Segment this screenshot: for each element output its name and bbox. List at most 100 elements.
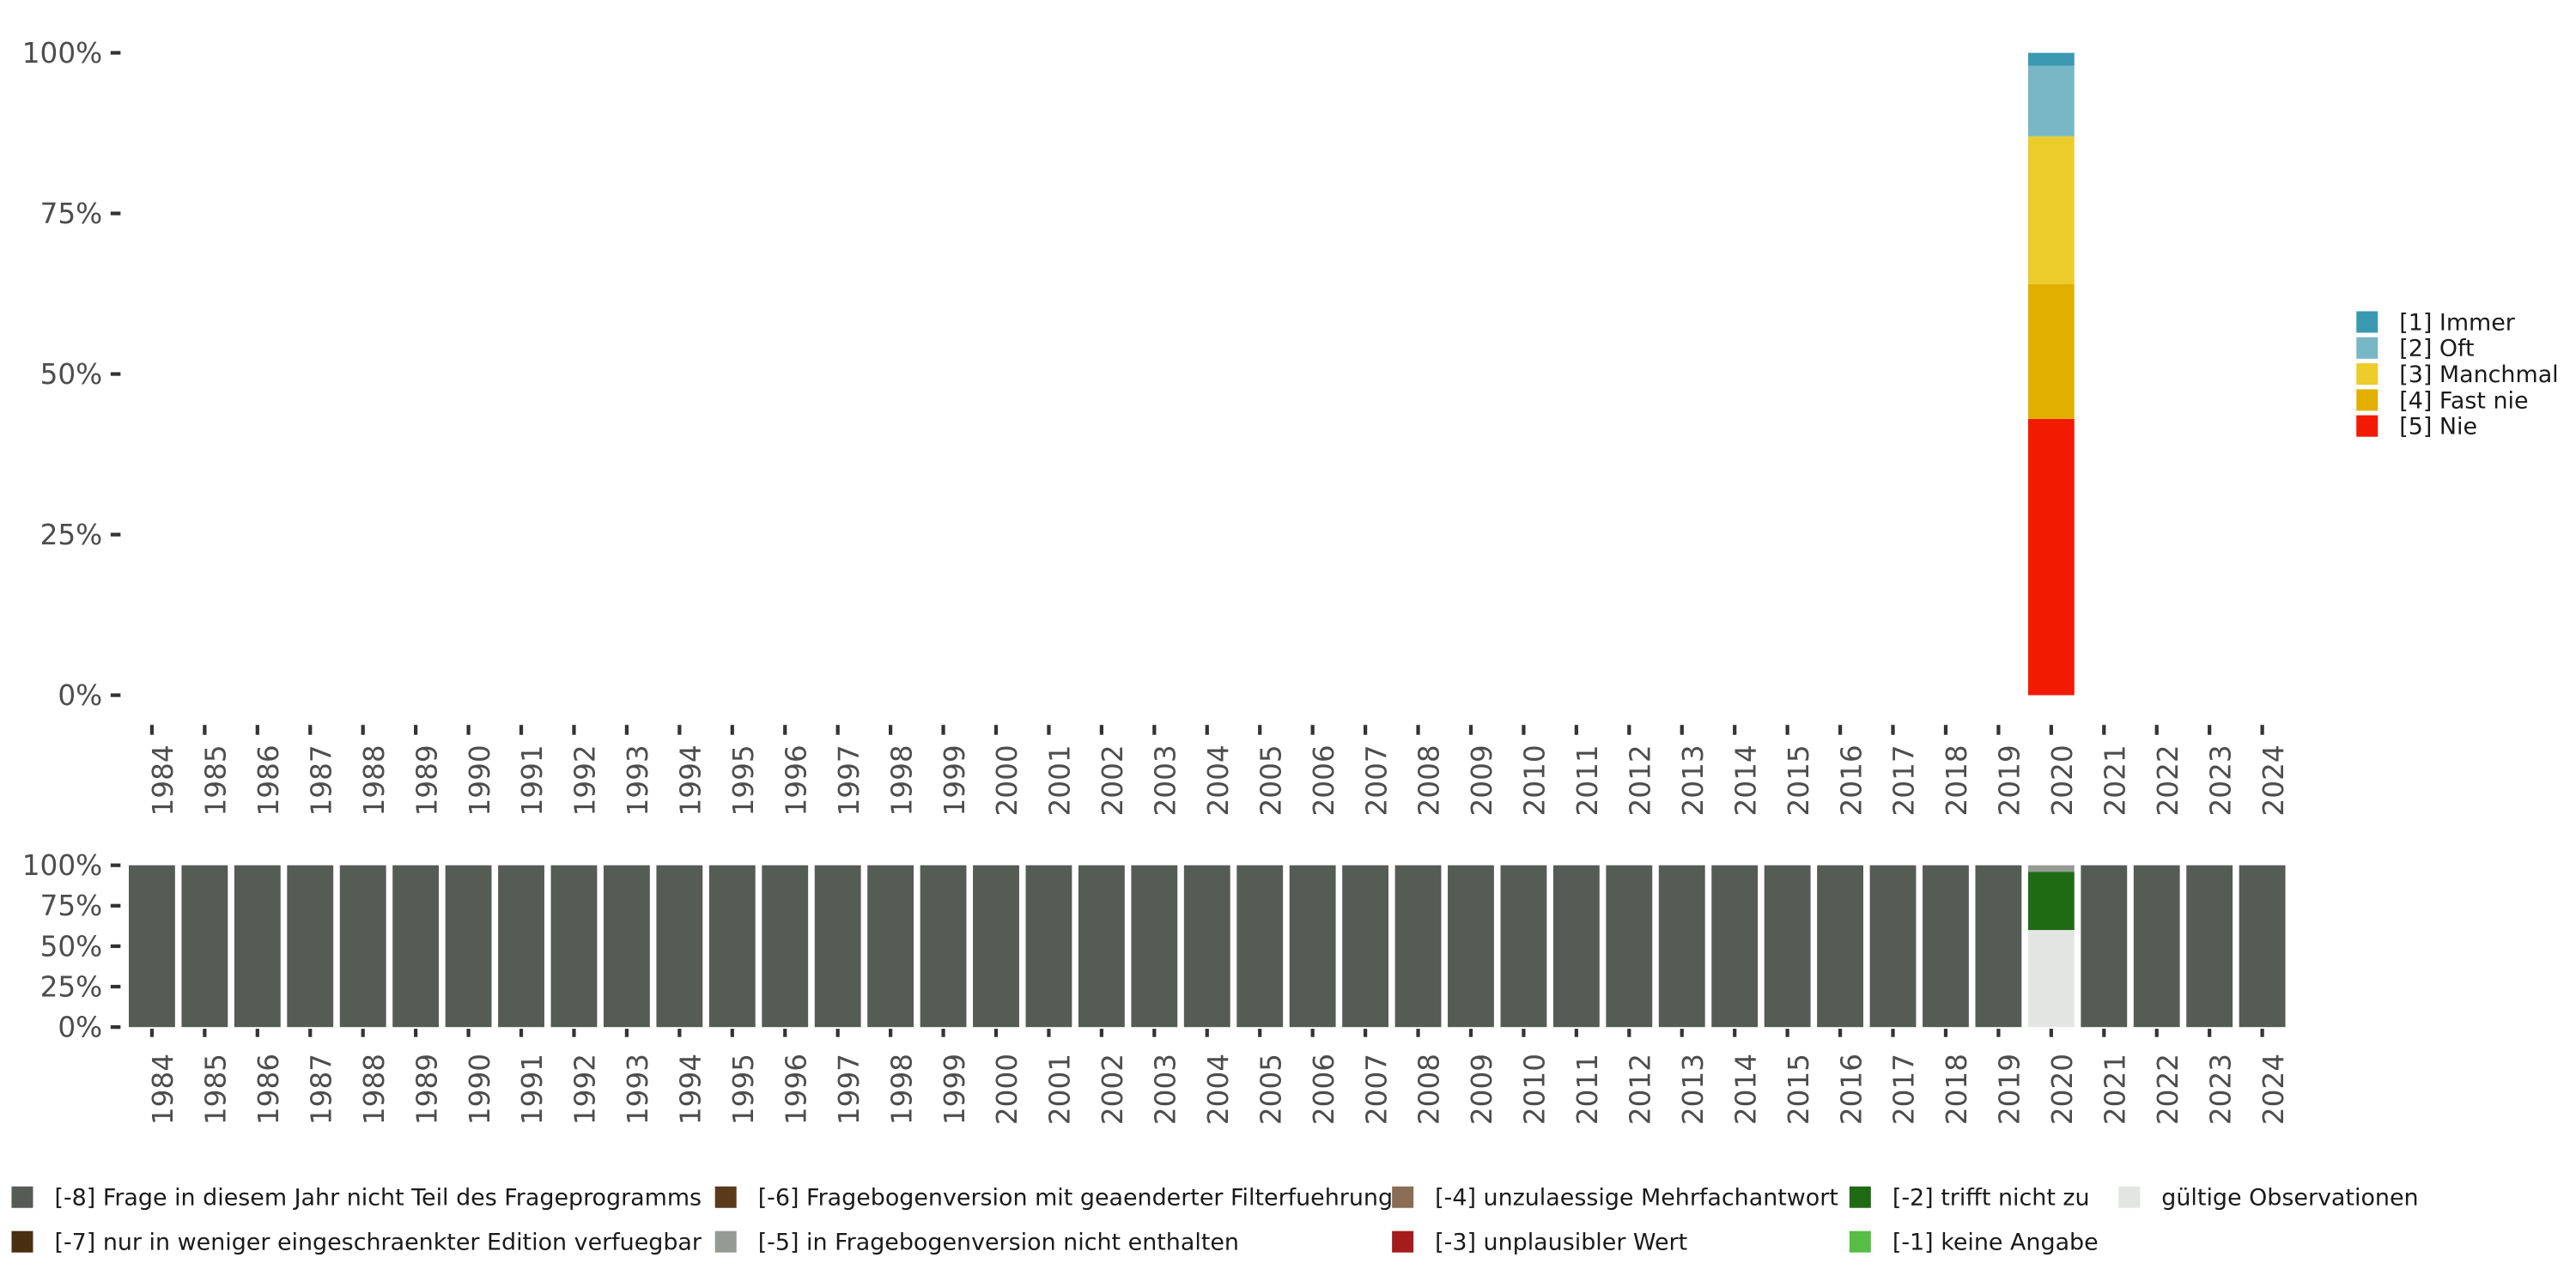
bottom-y-tick-label-25: 25% xyxy=(40,970,103,1003)
bottom-x-tick-label-2010: 2010 xyxy=(1519,1054,1552,1125)
top-bars xyxy=(2027,52,2075,696)
bottom-bar-2001-series-0 xyxy=(1025,865,1072,1028)
bottom-x-tick-label-2015: 2015 xyxy=(1783,1054,1815,1125)
bottom-x-tick-label-1991: 1991 xyxy=(516,1054,549,1125)
bottom-bar-1985-series-0 xyxy=(181,865,228,1028)
bottom-bar-1991-series-0 xyxy=(498,865,544,1028)
bottom-legend-label-6: [-2] trifft nicht zu xyxy=(1893,1185,2090,1212)
bottom-bar-2020-series-8 xyxy=(2027,930,2075,1028)
bottom-legend-key-0 xyxy=(11,1186,33,1208)
bottom-bar-1984-series-0 xyxy=(129,865,175,1028)
bottom-legend-key-6 xyxy=(1849,1186,1871,1208)
top-x-tick-label-2023: 2023 xyxy=(2204,744,2237,816)
top-x-tick-label-2019: 2019 xyxy=(1994,744,2026,816)
top-x-tick-label-2007: 2007 xyxy=(1360,744,1393,816)
bottom-legend-item-6: [-2] trifft nicht zu xyxy=(1849,1185,2090,1212)
response-distribution-chart: 0%25%50%75%100%1984 1985 1986 1987 1988 1989 1… xyxy=(22,37,2559,817)
bottom-bar-2019-series-0 xyxy=(1975,865,2022,1028)
bottom-x-tick-label-2001: 2001 xyxy=(1044,1054,1077,1125)
bottom-x-tick-label-2009: 2009 xyxy=(1466,1054,1498,1125)
top-x-tick-label-2006: 2006 xyxy=(1308,744,1340,816)
top-x-tick-label-1991: 1991 xyxy=(516,744,549,816)
bottom-bar-1987-series-0 xyxy=(287,865,334,1028)
bottom-bar-2020-series-3 xyxy=(2027,865,2075,872)
bottom-bar-2015-series-0 xyxy=(1764,865,1811,1028)
top-x-tick-label-2008: 2008 xyxy=(1413,744,1446,816)
bottom-x-tick-label-1996: 1996 xyxy=(780,1054,812,1125)
top-x-tick-label-2018: 2018 xyxy=(1941,744,1973,816)
top-x-tick-label-1990: 1990 xyxy=(464,744,496,816)
bottom-legend-item-3: [-5] in Fragebogenversion nicht enthalte… xyxy=(714,1230,1239,1256)
top-x-tick-label-2014: 2014 xyxy=(1729,744,1762,816)
bottom-legend-item-2: [-6] Fragebogenversion mit geaenderter F… xyxy=(714,1185,1393,1212)
bottom-legend-label-4: [-4] unzulaessige Mehrfachantwort xyxy=(1435,1185,1838,1212)
bottom-legend-item-7: [-1] keine Angabe xyxy=(1849,1230,2099,1256)
bottom-x-tick-label-2006: 2006 xyxy=(1308,1054,1340,1125)
bottom-y-tick-label-100: 100% xyxy=(22,849,102,882)
bottom-legend-key-5 xyxy=(1392,1230,1414,1253)
bottom-y-tick-label-50: 50% xyxy=(40,930,103,963)
top-x-tick-label-1984: 1984 xyxy=(147,744,179,816)
bottom-legend-item-1: [-7] nur in weniger eingeschraenkter Edi… xyxy=(11,1230,702,1256)
bottom-legend-item-4: [-4] unzulaessige Mehrfachantwort xyxy=(1392,1185,1838,1212)
top-legend-item-3: [4] Fast nie xyxy=(2356,387,2529,414)
bottom-x-tick-label-2018: 2018 xyxy=(1941,1054,1973,1125)
bottom-bar-2012-series-0 xyxy=(1606,865,1653,1028)
bottom-legend-label-8: gültige Observationen xyxy=(2161,1185,2418,1212)
bottom-bar-1999-series-0 xyxy=(920,865,967,1028)
bottom-x-tick-label-2004: 2004 xyxy=(1202,1054,1235,1125)
bottom-y-tick-label-75: 75% xyxy=(40,890,103,922)
bottom-bars xyxy=(129,865,2286,1028)
top-bar-2020-series-3 xyxy=(2027,283,2075,419)
bottom-legend-item-5: [-3] unplausibler Wert xyxy=(1392,1230,1687,1256)
top-x-tick-label-2009: 2009 xyxy=(1466,744,1498,816)
bottom-bar-2003-series-0 xyxy=(1131,865,1178,1028)
top-x-tick-label-2016: 2016 xyxy=(1835,744,1868,816)
top-x-tick-label-2013: 2013 xyxy=(1677,744,1710,816)
bottom-x-tick-label-2005: 2005 xyxy=(1255,1054,1287,1125)
bottom-y-axis: 0% 25% 50% 75% 100% xyxy=(22,849,121,1044)
bottom-legend-key-2 xyxy=(714,1186,737,1208)
bottom-legend-item-8: gültige Observationen xyxy=(2118,1185,2419,1212)
bottom-bar-2011-series-0 xyxy=(1552,865,1600,1028)
bottom-bar-2022-series-0 xyxy=(2133,865,2180,1028)
bottom-legend-label-3: [-5] in Fragebogenversion nicht enthalte… xyxy=(758,1230,1239,1256)
top-bar-2020-series-1 xyxy=(2027,65,2075,137)
bottom-x-axis: 1984 1985 1986 1987 1988 1989 1990 1991 1992 1993… xyxy=(147,1029,2290,1125)
bottom-legend-key-3 xyxy=(714,1230,737,1253)
top-bar-2020-series-4 xyxy=(2027,418,2075,696)
bottom-bar-2010-series-0 xyxy=(1500,865,1547,1028)
bottom-bar-1986-series-0 xyxy=(234,865,281,1028)
bottom-y-tick-label-0: 0% xyxy=(58,1012,102,1044)
bottom-x-tick-label-1988: 1988 xyxy=(358,1054,391,1125)
bottom-x-tick-label-2022: 2022 xyxy=(2152,1054,2184,1125)
bottom-bar-1996-series-0 xyxy=(762,865,809,1028)
bottom-bar-2017-series-0 xyxy=(1869,865,1917,1028)
bottom-bar-2004-series-0 xyxy=(1183,865,1230,1028)
top-x-tick-label-2022: 2022 xyxy=(2152,744,2184,816)
top-x-axis: 1984 1985 1986 1987 1988 1989 1990 1991 1992 1993… xyxy=(147,725,2290,816)
bottom-bar-2016-series-0 xyxy=(1817,865,1863,1028)
bottom-x-tick-label-2003: 2003 xyxy=(1150,1054,1182,1125)
top-x-tick-label-1995: 1995 xyxy=(727,744,760,816)
top-legend-label-4: [5] Nie xyxy=(2399,414,2477,440)
top-y-tick-label-0: 0% xyxy=(58,679,102,712)
bottom-bar-2008-series-0 xyxy=(1394,865,1442,1028)
bottom-bar-1990-series-0 xyxy=(445,865,492,1028)
bottom-legend-label-0: [-8] Frage in diesem Jahr nicht Teil des… xyxy=(54,1185,702,1212)
bottom-bar-1995-series-0 xyxy=(708,865,756,1028)
top-x-tick-label-2012: 2012 xyxy=(1624,744,1656,816)
bottom-x-tick-label-2016: 2016 xyxy=(1835,1054,1868,1125)
bottom-x-tick-label-2017: 2017 xyxy=(1888,1054,1921,1125)
bottom-legend-key-7 xyxy=(1849,1230,1871,1253)
missing-values-chart: 0% 25% 50% 75% 100% 1984 1985 1986 1987 1988 1989 1… xyxy=(11,849,2419,1256)
bottom-x-tick-label-1993: 1993 xyxy=(622,1054,654,1125)
bottom-x-tick-label-2013: 2013 xyxy=(1677,1054,1710,1125)
top-legend-key-2 xyxy=(2356,363,2379,386)
bottom-x-tick-label-1999: 1999 xyxy=(939,1054,971,1125)
bottom-bar-2009-series-0 xyxy=(1448,865,1494,1028)
top-x-tick-label-1988: 1988 xyxy=(358,744,391,816)
bottom-x-tick-label-2014: 2014 xyxy=(1729,1054,1762,1125)
bottom-legend-label-1: [-7] nur in weniger eingeschraenkter Edi… xyxy=(54,1230,702,1256)
